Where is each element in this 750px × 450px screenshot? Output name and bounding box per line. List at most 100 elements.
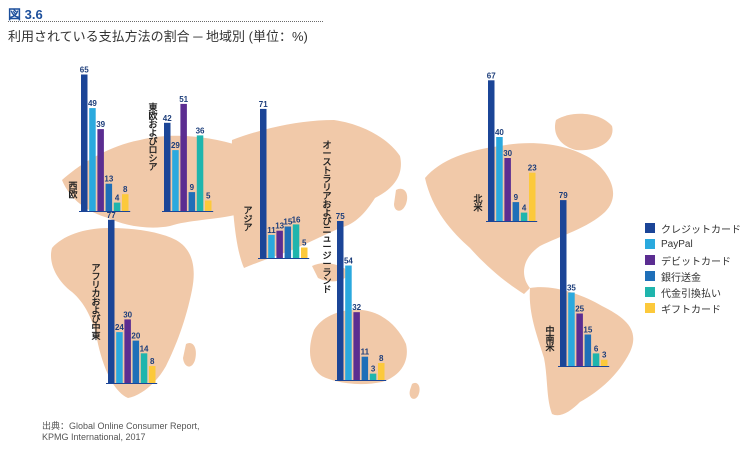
region-label: 中南米 [544,325,555,354]
bar [124,319,131,383]
bar [512,202,520,221]
region-label: アジア [243,206,252,234]
bar-value-label: 8 [123,185,128,194]
bar [601,359,608,366]
bar-value-label: 23 [528,164,537,173]
bar [260,108,267,259]
bar-value-label: 20 [131,332,140,341]
bar-value-label: 39 [96,120,105,129]
source-note: 出典：Global Online Consumer Report, KPMG I… [42,421,200,443]
bar [584,334,592,366]
bar [268,234,275,258]
bar [164,122,171,211]
bar-value-label: 9 [514,193,519,202]
bar-value-label: 67 [487,71,496,80]
bar-value-label: 4 [522,204,527,213]
bar-value-label: 24 [115,323,124,332]
legend-item-gift-card: ギフトカード [645,300,741,316]
legend-label: デビットカード [661,256,731,268]
bar [292,224,300,258]
bar [353,312,360,380]
bar-value-label: 9 [190,183,195,192]
bar [504,158,511,221]
bar-group-north-america: 67 40 30 94 23 北米 [472,71,537,222]
continent-africa [50,228,194,398]
bar [284,226,292,258]
bar [196,135,204,211]
bar-value-label: 8 [379,354,384,363]
legend-swatch [645,303,655,313]
bar [488,80,495,221]
region-label: 東欧およびロシア [148,101,158,173]
source-line: 出典：Global Online Consumer Report, [42,421,200,431]
bar-value-label: 40 [495,128,504,137]
legend-label: 代金引換払い [661,288,721,300]
bar-value-label: 35 [567,284,576,293]
bar [180,103,187,211]
bar-group-asia: 71 11 13 15 16 5 アジア [243,100,310,259]
bar-value-label: 13 [104,175,113,184]
bar [369,373,377,380]
bar-value-label: 15 [283,218,292,227]
continent-greenland [554,113,613,151]
bar [116,332,123,383]
bar-value-label: 42 [163,114,172,123]
bar-value-label: 5 [206,192,211,201]
bar [81,74,88,211]
bar [361,356,369,380]
bar-value-label: 75 [336,212,345,221]
bar-value-label: 3 [602,351,607,360]
legend-swatch [645,223,655,233]
bar-value-label: 32 [352,303,361,312]
bar [140,353,148,383]
bar-group-west-europe: 65 49 39 13 48 西欧 [68,66,131,212]
bar-value-label: 36 [196,126,205,135]
bar-value-label: 30 [123,310,132,319]
bar-value-label: 49 [88,99,97,108]
bar-value-label: 11 [267,226,276,235]
legend-item-credit-card: クレジットカード [645,220,741,236]
legend-item-bank-transfer: 銀行送金 [645,268,741,284]
bar-value-label: 25 [575,305,584,314]
title-rule [8,21,323,22]
bar [520,212,528,221]
bar [105,183,113,211]
legend-swatch [645,287,655,297]
bar [337,221,344,380]
legend-item-cash-on-delivery: 代金引換払い [645,284,741,300]
continent-asia [231,120,401,268]
bar [113,202,121,211]
bar [345,265,352,380]
legend-label: 銀行送金 [661,272,701,284]
bar-value-label: 65 [80,66,89,75]
region-label: 西欧 [68,181,77,201]
legend-swatch [645,239,655,249]
bar [301,247,308,258]
bar [529,172,536,221]
bar-value-label: 77 [107,211,116,220]
bar [149,366,156,383]
bar-value-label: 13 [275,222,284,231]
bar [122,194,129,211]
bar [108,219,115,383]
legend-item-debit-card: デビットカード [645,252,741,268]
bar [592,353,600,366]
bar-value-label: 11 [361,348,370,357]
bar [276,230,283,258]
bar [568,292,575,366]
legend-swatch [645,255,655,265]
region-label: 北米 [472,193,483,214]
figure-label: 図 3.6 [8,7,43,22]
bar [172,150,179,211]
bar-value-label: 3 [371,365,376,374]
island-new-zealand [409,382,420,399]
bar-value-label: 79 [559,191,568,200]
legend-label: PayPal [661,238,693,250]
bar-value-label: 51 [179,95,188,104]
bar [560,200,567,366]
